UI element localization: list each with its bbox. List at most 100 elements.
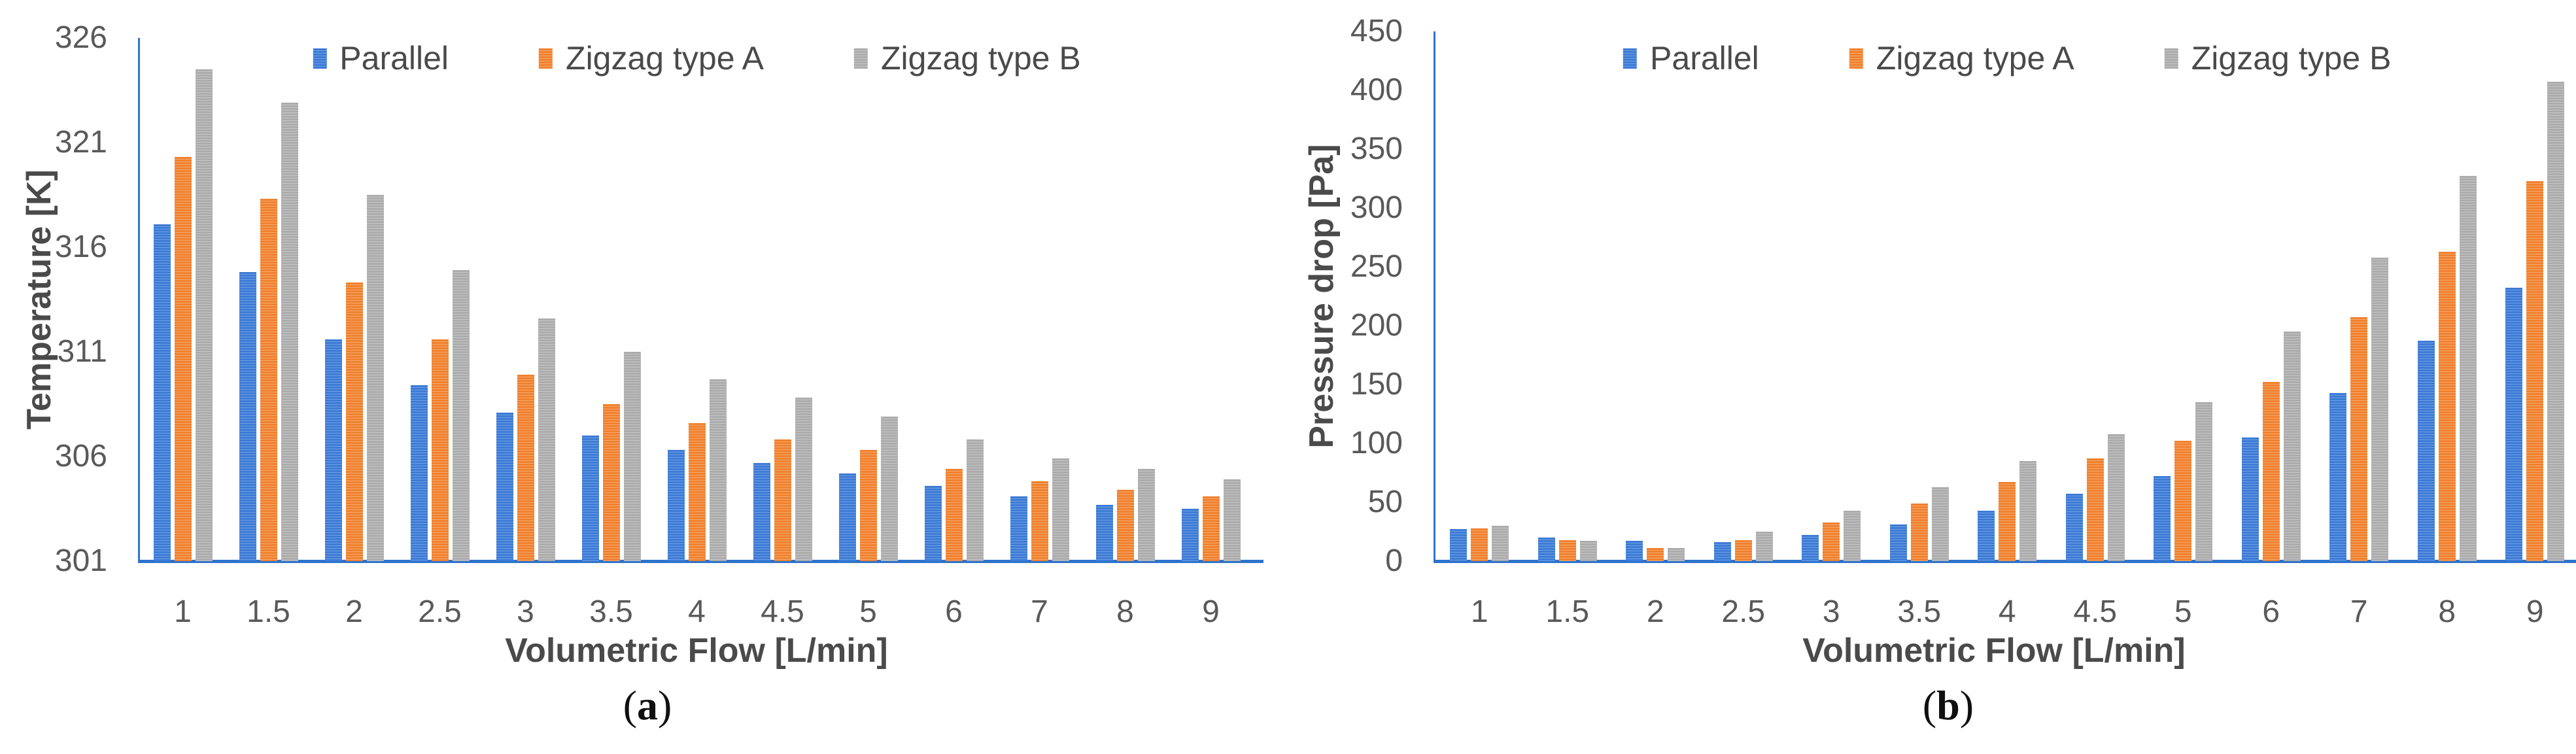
y-axis-line: [1434, 31, 1435, 561]
bar-zigzag-type-a: [1031, 481, 1048, 561]
bar-parallel: [1095, 504, 1113, 561]
x-axis-title: Volumetric Flow [L/min]: [1802, 632, 2186, 670]
bar-zigzag-type-a: [859, 450, 877, 561]
legend-label: Zigzag type B: [2191, 40, 2392, 77]
bar-zigzag-type-a: [1910, 503, 1928, 561]
x-tick-label: 3: [517, 594, 534, 629]
bar-parallel: [2329, 392, 2347, 561]
y-tick-label: 316: [54, 230, 107, 264]
bar-zigzag-type-b: [2195, 402, 2213, 561]
bar-parallel: [1713, 542, 1731, 561]
legend-label: Zigzag type A: [1876, 40, 2074, 77]
y-tick-label: 301: [54, 543, 107, 578]
bar-parallel: [153, 224, 171, 561]
x-tick-label: 2: [345, 594, 363, 629]
y-tick-label: 311: [57, 334, 107, 369]
bar-parallel: [496, 412, 513, 561]
x-tick-label: 1.5: [1545, 594, 1590, 629]
bar-zigzag-type-a: [1202, 496, 1220, 561]
caption-paren-open: (: [623, 682, 637, 728]
x-tick-label: 9: [1202, 594, 1220, 629]
bar-zigzag-type-a: [1734, 540, 1752, 561]
bar-parallel: [1978, 510, 1995, 561]
bar-zigzag-type-a: [774, 439, 791, 561]
bar-zigzag-type-b: [195, 69, 213, 561]
bar-zigzag-type-b: [1223, 479, 1241, 561]
bar-zigzag-type-b: [2371, 257, 2389, 561]
bar-zigzag-type-b: [366, 195, 384, 561]
chart-a-panel: Parallel Zigzag type A Zigzag type B Tempe…: [20, 20, 1263, 730]
legend: Parallel Zigzag type A Zigzag type B: [313, 39, 1081, 77]
bar-zigzag-type-a: [1116, 490, 1134, 561]
x-tick-label: 2.5: [1721, 594, 1766, 629]
legend-swatch: [854, 48, 868, 69]
bar-parallel: [1450, 529, 1468, 561]
bar-zigzag-type-a: [688, 422, 706, 561]
bar-zigzag-type-a: [2526, 180, 2544, 561]
legend-swatch: [1849, 48, 1863, 69]
y-tick-label: 400: [1350, 73, 1403, 107]
y-axis-line: [138, 38, 140, 561]
y-tick-label: 450: [1350, 14, 1403, 48]
legend-swatch: [313, 48, 327, 69]
subfigure-caption: (a): [543, 681, 752, 730]
y-tick-label: 150: [1350, 367, 1403, 402]
y-tick-label: 326: [54, 20, 107, 55]
y-tick-label: 306: [54, 439, 107, 473]
legend-swatch: [2164, 48, 2178, 69]
bar-zigzag-type-b: [1052, 458, 1069, 561]
bar-parallel: [753, 462, 770, 561]
bar-parallel: [1889, 524, 1907, 561]
bar-parallel: [1626, 541, 1643, 561]
bar-parallel: [239, 272, 256, 561]
x-tick-label: 1: [1470, 594, 1488, 629]
bar-zigzag-type-a: [2262, 382, 2280, 561]
x-tick-label: 6: [945, 594, 963, 629]
legend-item-zigzag-type-b: Zigzag type B: [2164, 39, 2392, 77]
bar-zigzag-type-b: [281, 103, 298, 561]
bar-zigzag-type-a: [1999, 482, 2016, 561]
legend-item-zigzag-type-b: Zigzag type B: [854, 39, 1081, 77]
x-tick-label: 4: [688, 594, 706, 629]
x-axis-line: [138, 560, 1263, 563]
bar-zigzag-type-b: [2547, 82, 2565, 561]
caption-letter: a: [637, 682, 658, 728]
bar-zigzag-type-a: [1558, 540, 1576, 561]
y-axis-title: Temperature [K]: [20, 169, 58, 430]
chart-b-panel: Parallel Zigzag type A Zigzag type B Press…: [1288, 0, 2576, 754]
bar-zigzag-type-a: [260, 199, 277, 561]
bar-parallel: [667, 450, 685, 561]
bar-zigzag-type-a: [2086, 458, 2104, 561]
bar-zigzag-type-a: [345, 283, 363, 561]
x-tick-label: 3.5: [1897, 594, 1942, 629]
x-tick-label: 1: [174, 594, 192, 629]
x-tick-label: 2.5: [418, 594, 462, 629]
subfigure-caption: (b): [1844, 681, 2053, 730]
y-tick-label: 100: [1350, 426, 1403, 460]
bar-zigzag-type-b: [966, 439, 984, 561]
legend-label: Zigzag type A: [566, 40, 764, 77]
bar-zigzag-type-a: [602, 404, 620, 561]
x-tick-label: 8: [2438, 594, 2456, 629]
bar-zigzag-type-b: [1755, 532, 1773, 561]
bar-zigzag-type-b: [1844, 510, 1861, 561]
bar-zigzag-type-a: [945, 469, 963, 561]
bar-zigzag-type-b: [1137, 469, 1155, 561]
bar-zigzag-type-b: [2283, 332, 2301, 561]
x-tick-label: 5: [2174, 594, 2192, 629]
y-tick-label: 50: [1367, 485, 1403, 519]
caption-paren-open: (: [1922, 682, 1937, 728]
bar-zigzag-type-a: [2438, 251, 2456, 561]
bar-zigzag-type-a: [1823, 522, 1840, 561]
bar-parallel: [924, 485, 942, 561]
caption-letter: b: [1936, 682, 1960, 728]
bar-zigzag-type-a: [431, 339, 449, 561]
y-axis-title: Pressure drop [Pa]: [1303, 144, 1341, 449]
y-tick-label: 200: [1350, 308, 1403, 343]
x-tick-label: 6: [2262, 594, 2280, 629]
x-tick-label: 7: [2350, 594, 2368, 629]
legend-item-parallel: Parallel: [1623, 39, 1759, 77]
legend: Parallel Zigzag type A Zigzag type B: [1623, 39, 2391, 77]
bar-zigzag-type-a: [174, 157, 192, 561]
bar-zigzag-type-b: [538, 318, 555, 561]
